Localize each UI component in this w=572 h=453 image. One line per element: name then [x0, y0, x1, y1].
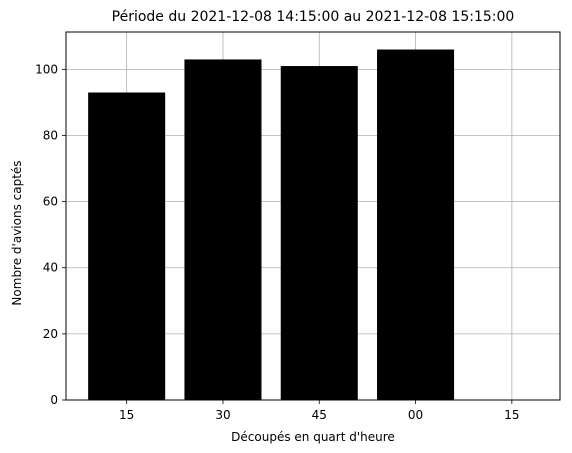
x-tick-label: 00: [408, 408, 423, 422]
chart-title: Période du 2021-12-08 14:15:00 au 2021-1…: [112, 9, 515, 25]
x-tick-label: 15: [504, 408, 519, 422]
x-axis-ticks: 15 30 45 00 15: [119, 400, 519, 422]
y-tick-label: 100: [35, 62, 58, 76]
x-tick-label: 30: [215, 408, 230, 422]
x-axis-label: Découpés en quart d'heure: [231, 430, 395, 444]
bars: [88, 49, 455, 401]
y-tick-label: 80: [43, 128, 58, 142]
bar-0: [88, 92, 166, 400]
x-tick-label: 15: [119, 408, 134, 422]
bar-3: [377, 49, 455, 401]
y-tick-label: 20: [43, 327, 58, 341]
plot-frame: [65, 31, 561, 401]
y-tick-label: 60: [43, 195, 58, 209]
x-tick-label: 45: [312, 408, 327, 422]
bar-1: [184, 59, 262, 401]
y-tick-label: 0: [50, 393, 58, 407]
y-tick-label: 40: [43, 261, 58, 275]
bar-2: [280, 66, 358, 401]
y-axis-ticks: 0 20 40 60 80 100: [35, 62, 66, 407]
y-axis-label: Nombre d'avions captés: [10, 160, 24, 305]
